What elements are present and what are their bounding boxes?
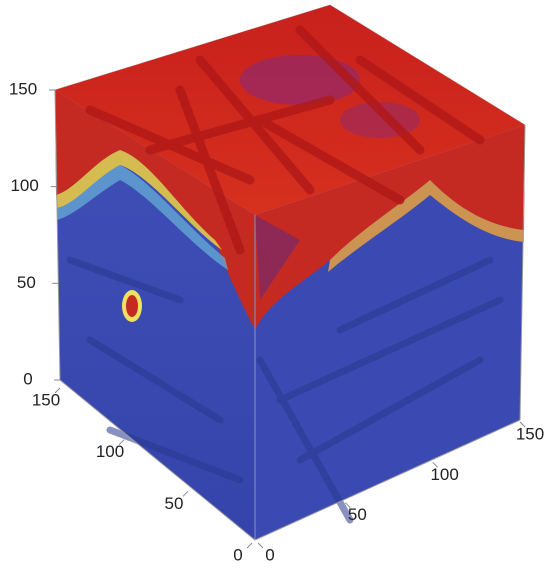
- y-tick-label: 150: [516, 424, 544, 443]
- x-tick-label: 100: [96, 442, 124, 461]
- tick-mark: [54, 387, 61, 394]
- tick-mark: [118, 439, 125, 446]
- z-tick-label: 150: [9, 79, 37, 98]
- x-tick-label: 150: [32, 390, 60, 409]
- y-tick-label: 50: [348, 505, 367, 524]
- x-tick-label: 0: [233, 545, 242, 564]
- volume-render: [54, 4, 526, 541]
- tick-mark: [519, 421, 526, 428]
- tick-mark: [246, 542, 253, 549]
- tick-mark: [257, 542, 264, 549]
- z-tick-label: 0: [23, 369, 32, 388]
- tick-mark: [182, 490, 189, 497]
- z-tick-label: 50: [17, 273, 36, 292]
- z-tick-label: 100: [10, 176, 38, 195]
- x-tick-label: 50: [165, 494, 184, 513]
- tick-mark: [432, 461, 439, 468]
- y-tick-label: 100: [430, 465, 458, 484]
- y-tick-label: 0: [265, 545, 274, 564]
- tick-mark: [344, 502, 351, 509]
